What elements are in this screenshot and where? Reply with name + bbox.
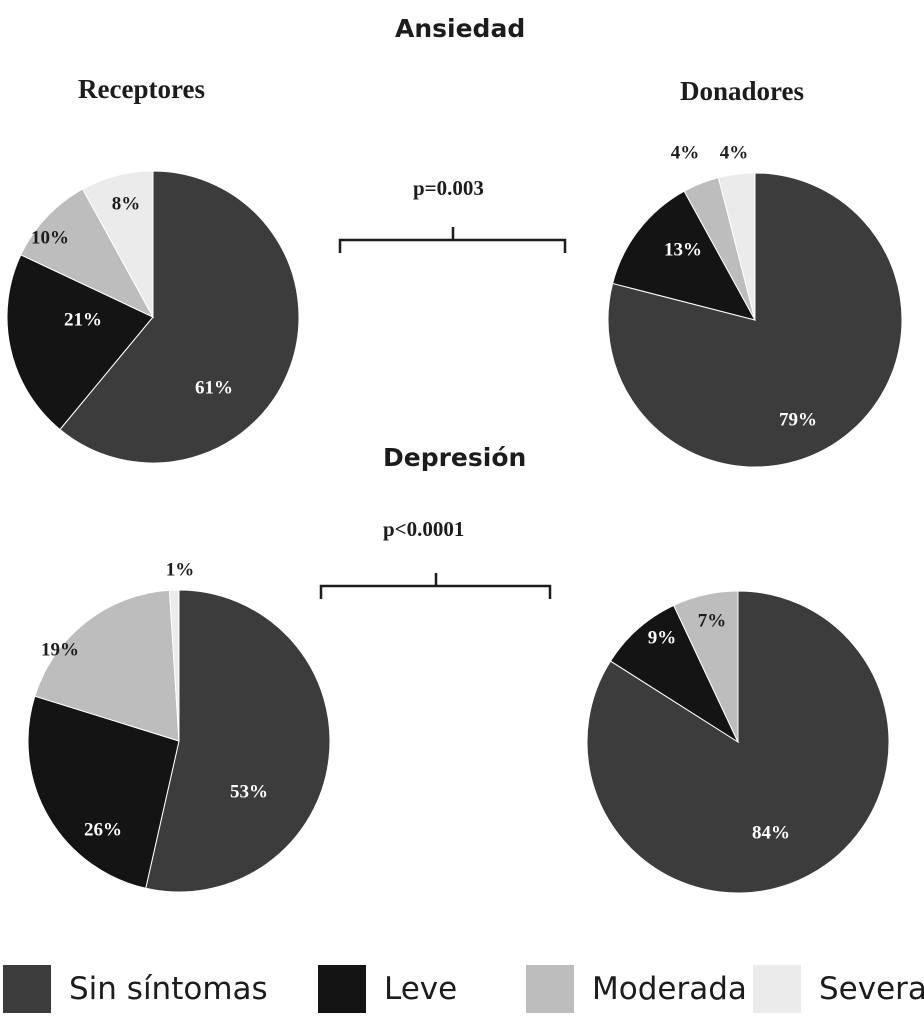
anxiety-donadores-label-sin-sintomas: 79% xyxy=(779,409,817,430)
legend-item-leve: Leve xyxy=(318,965,457,1013)
depression-donadores-label-sin-sintomas: 84% xyxy=(752,822,790,843)
legend-item-sin-sintomas: Sin síntomas xyxy=(3,965,268,1013)
legend-label-severa: Severa xyxy=(819,971,924,1007)
legend-item-severa: Severa xyxy=(753,965,924,1013)
anxiety-donadores-label-leve: 13% xyxy=(664,239,702,260)
anxiety-receptores-slice-leve xyxy=(6,254,154,431)
depression-donadores-slice-leve xyxy=(609,604,740,744)
depression-donadores-label-moderada: 7% xyxy=(698,610,727,631)
anxiety-donadores-label-moderada: 4% xyxy=(671,142,700,163)
anxiety-receptores-slice-moderada xyxy=(20,188,155,319)
anxiety-donadores-slice-severa xyxy=(717,172,756,321)
depression-receptores-label-sin-sintomas: 53% xyxy=(230,781,268,802)
depression-receptores-label-leve: 26% xyxy=(84,819,122,840)
receptores-title: Receptores xyxy=(78,74,205,104)
depression-donadores-slice-moderada xyxy=(673,590,739,743)
anxiety-pvalue: p=0.003 xyxy=(413,176,484,200)
anxiety-receptores-label-leve: 21% xyxy=(64,309,102,330)
anxiety-donadores-label-severa: 4% xyxy=(720,142,749,163)
legend-swatch-moderada xyxy=(526,965,574,1013)
depression-donadores-label-leve: 9% xyxy=(648,627,677,648)
depression-receptores-label-moderada: 19% xyxy=(41,639,79,660)
anxiety-receptores-label-sin-sintomas: 61% xyxy=(195,377,233,398)
legend: Sin síntomas Leve Moderada Severa xyxy=(0,965,924,1028)
depression-title: Depresión xyxy=(383,443,527,472)
depression-receptores-label-severa: 1% xyxy=(166,559,195,580)
anxiety-donadores-slice-leve xyxy=(612,190,756,321)
anxiety-title: Ansiedad xyxy=(395,14,526,43)
pie-charts: 61% 21% 10% 8% 79% 13% 4% 4% 53% 26% 19% 1% 84% 9% 7% xyxy=(6,142,903,894)
depression-pvalue: p<0.0001 xyxy=(383,517,465,541)
legend-swatch-leve xyxy=(318,965,366,1013)
anxiety-receptores-label-severa: 8% xyxy=(112,193,141,214)
legend-item-moderada: Moderada xyxy=(526,965,747,1013)
anxiety-receptores-label-moderada: 10% xyxy=(31,227,69,248)
legend-swatch-severa xyxy=(753,965,801,1013)
legend-label-moderada: Moderada xyxy=(592,971,747,1007)
depression-comparison-brace xyxy=(319,573,552,599)
depression-receptores-slice-leve xyxy=(27,695,180,889)
legend-swatch-sin-sintomas xyxy=(3,965,51,1013)
legend-label-sin-sintomas: Sin síntomas xyxy=(69,971,268,1007)
anxiety-comparison-brace xyxy=(338,227,567,253)
anxiety-receptores-slice-sin-sintomas xyxy=(59,170,300,464)
donadores-title: Donadores xyxy=(680,76,805,106)
depression-receptores-slice-severa xyxy=(168,589,180,742)
legend-label-leve: Leve xyxy=(384,971,458,1007)
depression-receptores-slice-moderada xyxy=(34,589,180,742)
anxiety-receptores-slice-severa xyxy=(81,170,154,318)
depression-receptores-slice-sin-sintomas xyxy=(145,589,331,893)
